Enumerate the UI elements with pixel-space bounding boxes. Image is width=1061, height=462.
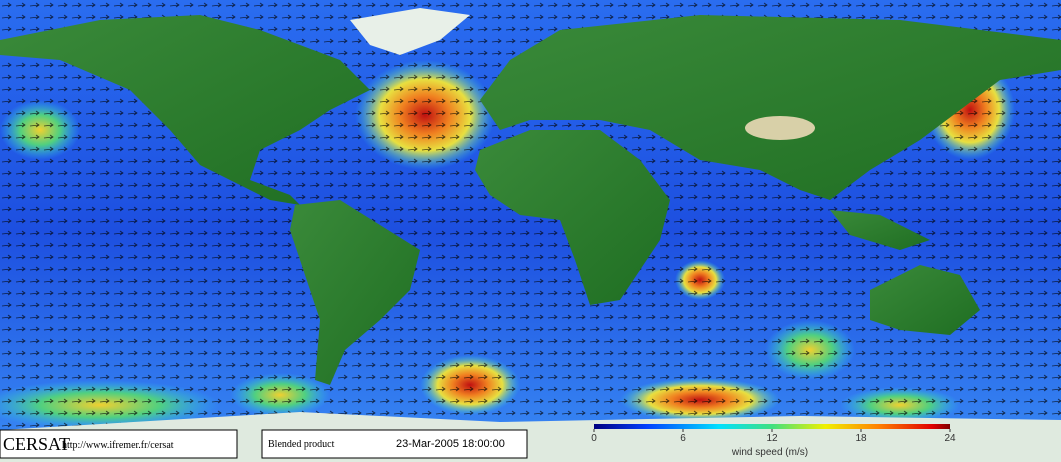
logo-box xyxy=(0,429,238,459)
colorbar-label: wind speed (m/s) xyxy=(731,447,808,458)
colorbar-tick-label: 18 xyxy=(855,433,867,444)
colorbar-tick-label: 24 xyxy=(944,433,956,444)
colorbar-scale xyxy=(594,424,950,429)
colorbar: wind speed (m/s) 0 6 12 18 24 xyxy=(591,424,956,458)
colorbar-tick-label: 0 xyxy=(591,433,597,444)
footer: CERSAT http://www.ifremer.fr/cersat Blen… xyxy=(0,429,528,459)
logo: CERSAT xyxy=(3,434,70,454)
product: Blended product xyxy=(268,439,335,450)
colorbar-tick-label: 6 xyxy=(680,433,686,444)
url: http://www.ifremer.fr/cersat xyxy=(62,440,174,451)
timestamp: 23-Mar-2005 18:00:00 xyxy=(396,438,505,450)
product-box xyxy=(261,429,528,459)
colorbar-tick-label: 12 xyxy=(766,433,778,444)
